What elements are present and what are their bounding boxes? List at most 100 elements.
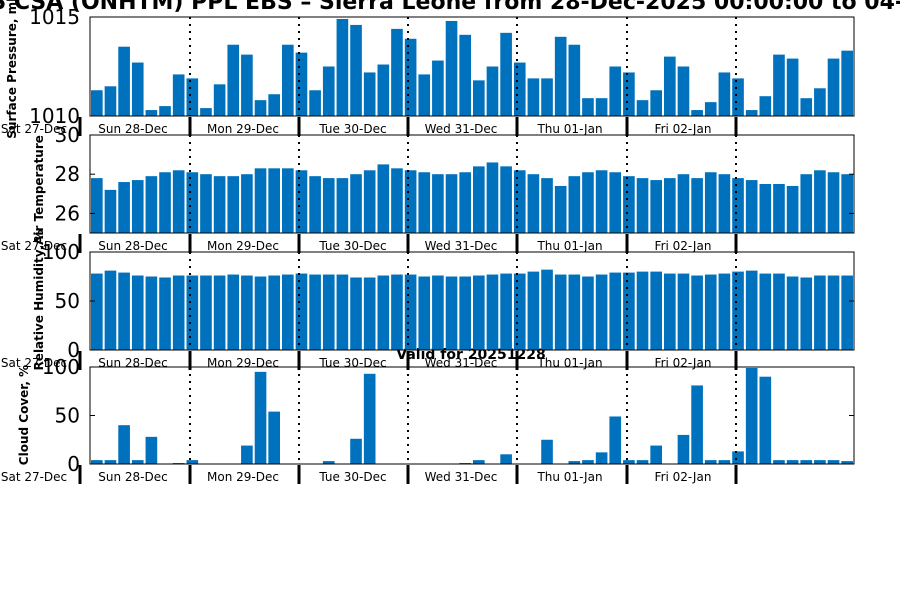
bar (513, 62, 526, 116)
y-axis-label: Cloud Cover, % (17, 365, 31, 465)
bar (432, 275, 444, 350)
bar (322, 66, 335, 116)
bar (554, 36, 567, 116)
date-label: Wed 31-Dec (425, 470, 498, 484)
bar (527, 78, 540, 116)
bar (377, 64, 390, 116)
bar (718, 72, 731, 116)
bar (350, 174, 362, 233)
bar (486, 162, 499, 233)
bar (172, 275, 185, 350)
bar (309, 90, 321, 116)
bar (213, 176, 226, 233)
bar (786, 460, 799, 464)
bar (623, 176, 635, 233)
bar (773, 54, 785, 116)
bar (282, 274, 294, 350)
y-tick-label: 50 (55, 404, 80, 428)
bar (827, 275, 840, 350)
axes-frame (89, 134, 855, 234)
bar (268, 411, 280, 464)
y-tick-label: 1010 (29, 104, 80, 128)
bar (664, 178, 676, 233)
bar (418, 172, 431, 233)
date-label: Tue 30-Dec (318, 239, 386, 253)
y-tick-label: 1015 (29, 5, 80, 29)
bar (732, 78, 744, 116)
bar (759, 184, 772, 233)
bar (131, 62, 144, 116)
bar (568, 461, 581, 464)
bar (623, 72, 635, 116)
bar (145, 176, 158, 233)
bar (718, 460, 731, 464)
bar (841, 50, 853, 116)
bar (295, 273, 308, 350)
bar (650, 271, 662, 350)
bar (268, 168, 280, 233)
bar (186, 78, 199, 116)
axes-frame (89, 16, 855, 117)
date-label: Wed 31-Dec (425, 122, 498, 136)
bar (800, 460, 813, 464)
bar (213, 84, 226, 116)
bar (363, 277, 376, 350)
bar (814, 275, 826, 350)
bar (404, 38, 417, 116)
bar (718, 174, 731, 233)
bar (513, 273, 526, 350)
bar (595, 98, 608, 116)
bar (745, 110, 758, 116)
bar (91, 460, 103, 464)
bar (131, 180, 144, 233)
bar (786, 276, 799, 350)
bar (541, 78, 553, 116)
y-tick-label: 30 (55, 123, 80, 147)
bar (391, 28, 403, 117)
date-label: Sun 28-Dec (98, 239, 167, 253)
bar (309, 176, 321, 233)
bar (691, 275, 703, 350)
bar (432, 60, 444, 116)
bar (841, 174, 853, 233)
bar (595, 274, 608, 350)
bar (773, 273, 785, 350)
bar (159, 172, 171, 233)
bar (268, 94, 280, 116)
y-tick-label: 50 (55, 289, 80, 313)
bar (827, 58, 840, 116)
bar (841, 275, 853, 350)
bar (704, 274, 717, 350)
bar (595, 452, 608, 464)
bar (759, 273, 772, 350)
bar (459, 172, 471, 233)
y-tick-label: 100 (42, 240, 80, 264)
bar (582, 172, 594, 233)
bar (159, 277, 171, 350)
bar (309, 274, 321, 350)
bar (391, 274, 403, 350)
bar (704, 172, 717, 233)
bar (445, 20, 458, 116)
bar (241, 275, 253, 350)
date-label: Sat 27-Dec (1, 356, 67, 370)
bar (363, 72, 376, 116)
axes-frame (89, 366, 855, 465)
bar (91, 90, 103, 116)
bar (814, 88, 826, 116)
date-label: Fri 02-Jan (655, 122, 712, 136)
bar (568, 274, 581, 350)
bar (336, 18, 349, 117)
bar (268, 275, 280, 350)
bar (350, 438, 362, 464)
bar (650, 90, 662, 116)
bar (282, 168, 294, 233)
bar (377, 164, 390, 233)
y-axis-label: Air Temperature (32, 135, 46, 245)
bar (732, 271, 744, 350)
date-label: Mon 29-Dec (207, 470, 279, 484)
bar (118, 182, 130, 233)
bar (104, 270, 117, 350)
